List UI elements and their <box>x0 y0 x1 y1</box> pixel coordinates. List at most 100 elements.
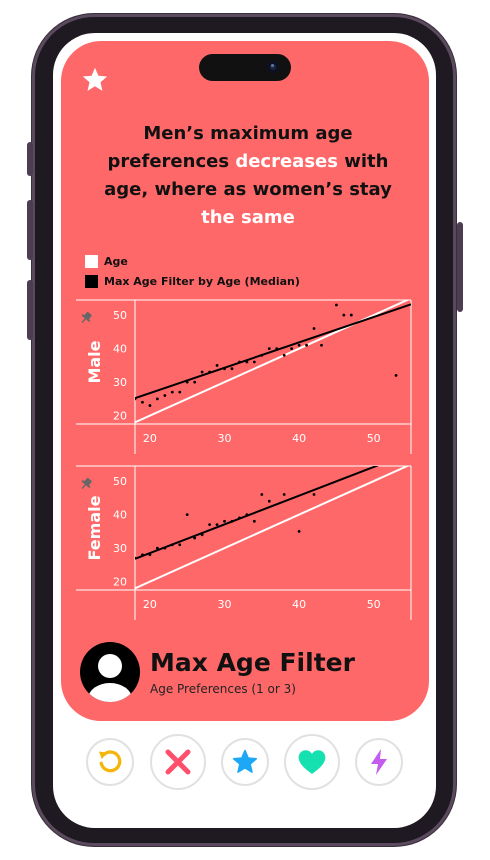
chart-female-pin-needle <box>81 484 86 490</box>
chart-male-median-point <box>267 347 271 350</box>
super-like-button[interactable] <box>221 738 269 786</box>
legend-label-median: Max Age Filter by Age (Median) <box>104 274 300 288</box>
chart-male-xtick-label: 50 <box>367 432 381 445</box>
chart-female-xtick-label: 20 <box>143 598 157 611</box>
chart-female-median-point <box>155 546 159 550</box>
chart-female-median-point <box>282 493 286 496</box>
chart-male-median-point <box>290 347 294 350</box>
profile-subtitle: Age Preferences (1 or 3) <box>150 682 296 696</box>
legend-item-age: Age <box>85 254 128 268</box>
chart-male-xtick-label: 30 <box>218 432 232 445</box>
chart-male-median-point <box>238 360 241 364</box>
card-title: Men’s maximum age preferences decreases … <box>95 120 401 232</box>
chart-female-svg: Female 20 30 40 50 20 30 40 50 <box>76 465 412 620</box>
chart-female-median-point <box>163 546 167 550</box>
chart-male-median-point <box>260 353 264 357</box>
chart-male-median-point <box>148 404 152 407</box>
chart-male-median-point <box>394 374 398 377</box>
chart-male-age-line <box>135 300 410 424</box>
chart-female-age-line <box>135 466 410 590</box>
chart-female-median-point <box>141 553 144 557</box>
chart-female-median-point <box>200 533 204 537</box>
camera-icon <box>267 61 279 73</box>
phone-volume-down-button <box>27 280 33 340</box>
chart-male-xtick-label: 40 <box>292 432 306 445</box>
chart-female-median-point <box>312 493 316 496</box>
profile-card[interactable] <box>61 41 429 721</box>
nope-button[interactable] <box>150 734 206 790</box>
chart-female-xtick-label: 30 <box>218 598 232 611</box>
chart-male-ytick-label: 50 <box>113 309 127 322</box>
chart-male-xtick-label: 20 <box>143 432 157 445</box>
profile-name: Max Age Filter <box>150 648 355 677</box>
chart-female-median-point <box>170 543 174 547</box>
phone-power-button <box>457 222 463 312</box>
chart-male-pin-needle <box>81 318 86 324</box>
chart-male-median-point <box>275 347 279 350</box>
chart-female-xtick-label: 50 <box>367 598 381 611</box>
title-text-2: with age, where as women’s stay <box>104 151 392 200</box>
chart-female-ytick-label: 50 <box>113 475 127 488</box>
chart-male-median-point <box>193 380 197 384</box>
chart-female-median-point <box>193 536 197 540</box>
chart-male-median-point <box>230 367 234 371</box>
chart-male-median-trend-line <box>135 303 411 400</box>
chart-female-median-point <box>215 523 219 527</box>
chart-female-median-point <box>245 513 249 516</box>
chart-male: Male 20 30 40 50 20 30 40 50 <box>76 298 416 454</box>
chart-male-median-point <box>342 313 346 317</box>
chart-female-median-trend-line <box>135 466 379 560</box>
chart-female-median-point <box>297 529 301 533</box>
chart-female-median-point <box>238 516 241 520</box>
chart-female-median-point <box>267 499 271 503</box>
chart-male-pin-base <box>81 314 91 322</box>
chart-male-ytick-label: 30 <box>113 376 127 389</box>
title-highlight-1: decreases <box>235 151 338 172</box>
chart-male-plot-area <box>135 300 411 424</box>
user-avatar-icon <box>88 654 132 702</box>
chart-male-median-point <box>312 327 316 330</box>
chart-male-median-point <box>349 313 353 317</box>
chart-male-median-point <box>282 353 286 357</box>
like-button[interactable] <box>284 734 340 790</box>
chart-male-median-point <box>305 343 308 347</box>
chart-male-median-point <box>252 360 256 364</box>
legend-item-median: Max Age Filter by Age (Median) <box>85 274 300 288</box>
legend-label-age: Age <box>104 254 128 268</box>
favorite-star-icon[interactable] <box>81 66 109 94</box>
chart-male-median-point <box>320 343 323 347</box>
title-text-1: Men’s maximum age preferences <box>107 123 353 172</box>
chart-female-ylabel: Female <box>85 495 104 560</box>
rewind-icon <box>98 750 122 773</box>
x-icon <box>165 749 191 775</box>
phone-side-button <box>27 142 33 176</box>
rewind-button[interactable] <box>86 738 134 786</box>
chart-female-plot-area <box>135 466 410 590</box>
chart-female-median-point <box>230 519 234 523</box>
chart-female: Female 20 30 40 50 20 30 40 50 <box>76 464 416 620</box>
chart-male-ylabel: Male <box>85 340 104 383</box>
chart-male-median-point <box>215 363 219 367</box>
chart-female-ytick-label: 30 <box>113 542 127 555</box>
chart-male-median-point <box>163 394 167 397</box>
chart-male-median-point <box>245 360 249 364</box>
chart-female-median-point <box>252 519 256 523</box>
phone-volume-up-button <box>27 200 33 260</box>
chart-male-pin-icon <box>81 311 92 324</box>
chart-female-median-point <box>185 513 189 516</box>
heart-icon <box>298 750 326 774</box>
avatar[interactable] <box>80 642 140 702</box>
chart-female-median-point <box>260 493 264 496</box>
chart-female-ytick-label: 40 <box>113 509 127 522</box>
chart-female-ytick-label: 20 <box>113 576 127 589</box>
chart-male-median-point <box>335 303 338 307</box>
chart-male-median-point <box>135 397 137 401</box>
bolt-icon <box>371 749 387 775</box>
legend-swatch-age <box>85 254 98 268</box>
chart-female-median-point <box>223 519 226 523</box>
chart-male-ytick-label: 20 <box>113 410 127 423</box>
boost-button[interactable] <box>355 738 403 786</box>
chart-male-median-point <box>200 370 204 374</box>
chart-female-pin-icon <box>81 477 92 490</box>
chart-male-ytick-label: 40 <box>113 343 127 356</box>
